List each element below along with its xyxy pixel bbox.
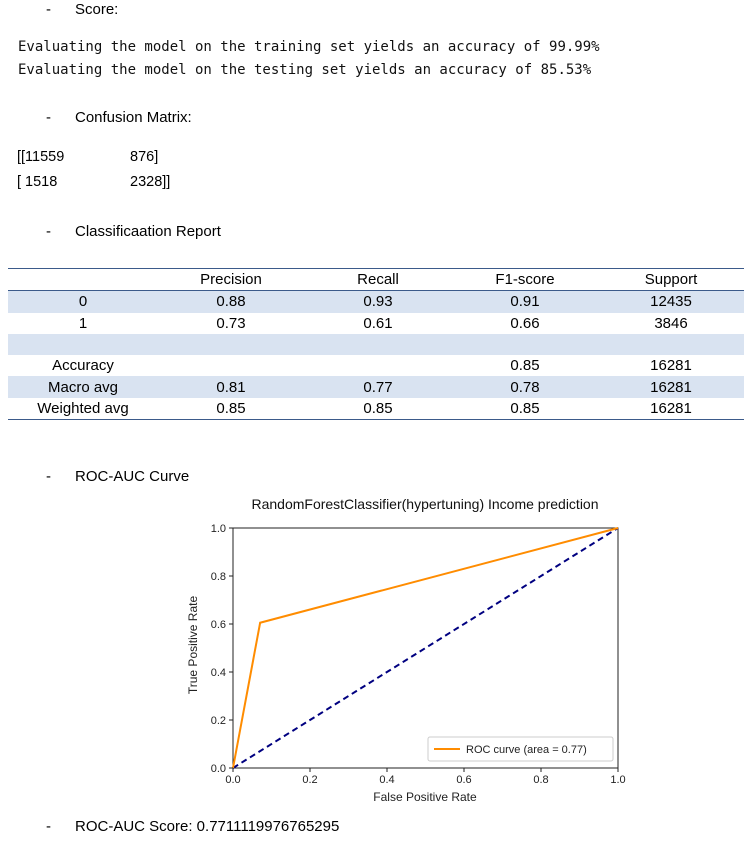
- row-label: 1: [78, 314, 88, 332]
- testing-accuracy-line: Evaluating the model on the testing set …: [18, 62, 592, 78]
- precision-cell: [158, 355, 304, 376]
- x-axis-ticks: 0.0 0.2 0.4 0.6 0.8 1.0: [225, 768, 626, 786]
- recall-cell: 0.77: [304, 376, 452, 398]
- precision-cell: 0.85: [216, 399, 246, 417]
- f1-cell: 0.78: [452, 376, 598, 398]
- y-tick-label: 0.6: [211, 619, 226, 631]
- y-axis-label: True Positive Rate: [186, 596, 200, 695]
- score-bullet: -: [46, 1, 51, 18]
- table-row-spacer: [8, 333, 744, 356]
- training-accuracy-line: Evaluating the model on the training set…: [18, 39, 600, 55]
- precision-cell: [158, 333, 304, 356]
- table-row: Accuracy 0.85 16281: [8, 355, 744, 376]
- x-tick-label: 0.6: [456, 774, 471, 786]
- chart-title: RandomForestClassifier(hypertuning) Inco…: [251, 496, 598, 512]
- score-heading: Score:: [75, 1, 119, 18]
- y-tick-label: 0.2: [211, 715, 226, 727]
- roc-curve-chart: RandomForestClassifier(hypertuning) Inco…: [186, 496, 626, 804]
- matrix-row-1-open: [[11559: [17, 149, 65, 165]
- roc-curve-line: [232, 527, 619, 769]
- x-tick-label: 0.2: [302, 774, 317, 786]
- roc-score-bullet: -: [46, 818, 51, 835]
- header-cell: [8, 269, 158, 291]
- row-label: Macro avg: [8, 376, 158, 398]
- table-row: Macro avg 0.81 0.77 0.78 16281: [8, 376, 744, 398]
- f1-cell: [452, 333, 598, 356]
- header-support: Support: [644, 271, 698, 289]
- confusion-heading: Confusion Matrix:: [75, 109, 192, 126]
- f1-cell: 0.85: [510, 399, 540, 417]
- recall-cell: 0.61: [363, 314, 393, 332]
- f1-cell: 0.85: [510, 357, 540, 375]
- table-row: Weighted avg 0.85 0.85 0.85 16281: [8, 398, 744, 420]
- report-bullet: -: [46, 223, 51, 240]
- support-cell: [598, 333, 744, 356]
- recall-cell: [304, 355, 452, 376]
- y-axis-ticks: 0.0 0.2 0.4 0.6 0.8 1.0: [211, 523, 233, 775]
- header-recall: Recall: [357, 271, 399, 289]
- legend-label: ROC curve (area = 0.77): [466, 744, 587, 756]
- recall-cell: [304, 333, 452, 356]
- matrix-row-2-close: 2328]]: [130, 174, 171, 190]
- support-cell: 16281: [598, 376, 744, 398]
- table-header-row: Precision Recall F1-score Support: [8, 268, 744, 291]
- y-tick-label: 1.0: [211, 523, 226, 535]
- x-tick-label: 1.0: [610, 774, 625, 786]
- x-tick-label: 0.4: [379, 774, 394, 786]
- confusion-bullet: -: [46, 109, 51, 126]
- y-tick-label: 0.8: [211, 571, 226, 583]
- row-label: Weighted avg: [37, 399, 129, 417]
- row-label: Accuracy: [52, 357, 114, 375]
- header-precision: Precision: [200, 271, 262, 289]
- header-f1-score: F1-score: [495, 271, 555, 289]
- precision-cell: 0.73: [216, 314, 246, 332]
- precision-cell: 0.88: [158, 290, 304, 313]
- roc-score-text: ROC-AUC Score: 0.7711119976765295: [75, 818, 340, 835]
- recall-cell: 0.93: [304, 290, 452, 313]
- classification-report-table: Precision Recall F1-score Support 0 0.88…: [8, 268, 744, 420]
- support-cell: 3846: [654, 314, 688, 332]
- plot-area: [232, 527, 619, 769]
- support-cell: 12435: [598, 290, 744, 313]
- f1-cell: 0.66: [510, 314, 540, 332]
- recall-cell: 0.85: [363, 399, 393, 417]
- f1-cell: 0.91: [452, 290, 598, 313]
- report-heading: Classificaation Report: [75, 223, 221, 240]
- roc-bullet: -: [46, 468, 51, 485]
- precision-cell: 0.81: [158, 376, 304, 398]
- roc-heading: ROC-AUC Curve: [75, 468, 190, 485]
- matrix-row-1-close: 876]: [130, 149, 159, 165]
- x-axis-label: False Positive Rate: [373, 790, 477, 804]
- support-cell: 16281: [650, 357, 692, 375]
- table-row: 0 0.88 0.93 0.91 12435: [8, 290, 744, 313]
- row-label: 0: [8, 290, 158, 313]
- y-tick-label: 0.0: [211, 763, 226, 775]
- row-label: [8, 333, 158, 356]
- x-tick-label: 0.0: [225, 774, 240, 786]
- x-tick-label: 0.8: [533, 774, 548, 786]
- chart-legend: ROC curve (area = 0.77): [427, 736, 614, 762]
- y-tick-label: 0.4: [211, 667, 226, 679]
- table-row: 1 0.73 0.61 0.66 3846: [8, 313, 744, 334]
- matrix-row-2-open: [ 1518: [17, 174, 58, 190]
- chance-diagonal-line: [232, 527, 619, 769]
- support-cell: 16281: [650, 399, 692, 417]
- legend-box: [427, 736, 614, 762]
